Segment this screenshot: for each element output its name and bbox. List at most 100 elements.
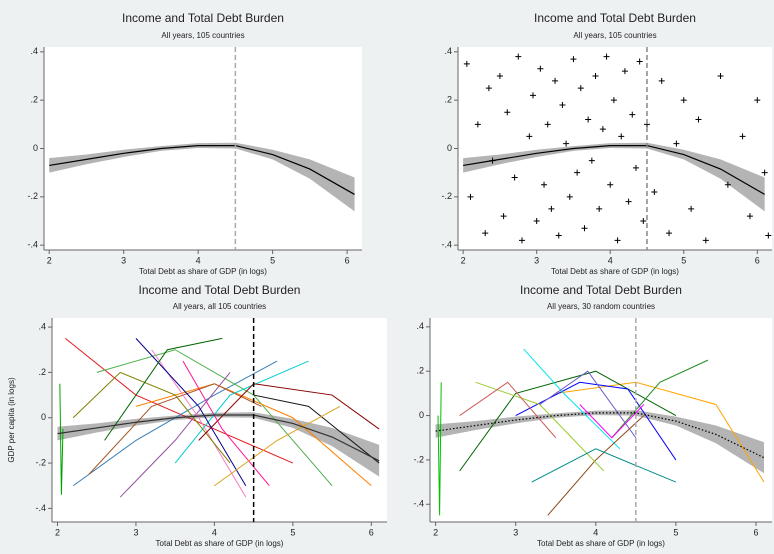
y-tick-label: .2 <box>444 95 452 105</box>
scatter-point <box>541 181 548 188</box>
country-line <box>198 383 380 441</box>
scatter-point <box>485 85 492 92</box>
y-tick-label: 0 <box>447 143 452 153</box>
y-tick-label: .2 <box>416 366 424 376</box>
country-line <box>579 404 645 439</box>
chart-subtitle: All years, 105 countries <box>573 31 656 40</box>
y-tick-label: -.2 <box>27 191 38 201</box>
scatter-point <box>533 218 540 224</box>
x-tick-label: 3 <box>121 255 126 265</box>
country-line <box>135 338 247 486</box>
scatter-point <box>765 232 772 239</box>
scatter-point <box>666 230 673 237</box>
x-tick-label: 6 <box>755 255 760 265</box>
x-tick-label: 2 <box>461 255 466 265</box>
x-tick-label: 4 <box>196 255 201 265</box>
plot-area <box>52 318 387 522</box>
x-tick-label: 4 <box>593 527 598 537</box>
x-axis-title: Total Debt as share of GDP (in logs) <box>551 267 679 276</box>
panel: Income and Total Debt Burden All years, a… <box>7 283 387 548</box>
panel: Income and Total Debt Burden All years, 3… <box>413 283 772 548</box>
x-tick-label: 2 <box>433 527 438 537</box>
country-line <box>119 372 231 498</box>
confidence-band <box>49 142 355 212</box>
scatter-point <box>526 133 533 140</box>
scatter-point <box>603 53 610 60</box>
plot-area <box>44 47 362 250</box>
scatter-point <box>570 56 577 63</box>
scatter-point <box>680 97 687 104</box>
scatter-point <box>530 92 537 99</box>
scatter-point <box>511 174 518 181</box>
scatter-point <box>651 189 658 195</box>
scatter-point <box>496 73 503 79</box>
x-tick-label: 2 <box>47 255 52 265</box>
country-line <box>523 348 621 450</box>
chart-subtitle: All years, 30 random countries <box>547 302 655 311</box>
plot-area <box>458 47 772 250</box>
confidence-band <box>435 410 764 474</box>
y-tick-label: 0 <box>41 412 46 422</box>
scatter-point <box>596 205 603 212</box>
x-axis-title: Total Debt as share of GDP (in logs) <box>139 267 267 276</box>
x-tick-label: 5 <box>681 255 686 265</box>
x-tick-label: 5 <box>290 527 295 537</box>
scatter-point <box>614 237 621 244</box>
y-tick-label: -.2 <box>413 454 424 464</box>
country-line <box>104 337 223 441</box>
scatter-point <box>559 102 566 108</box>
scatter-point <box>746 213 753 220</box>
scatter-point <box>563 140 570 147</box>
y-axis-title: GDP per capita (in logs) <box>7 377 16 463</box>
chart-title: Income and Total Debt Burden <box>139 283 301 297</box>
fit-line <box>435 412 765 459</box>
scatter-point <box>504 109 511 116</box>
scatter-point <box>515 53 522 60</box>
scatter-point <box>673 140 680 147</box>
y-tick-label: .4 <box>30 46 38 56</box>
confidence-band <box>463 142 765 212</box>
scatter-point <box>588 157 595 164</box>
y-tick-label: 0 <box>33 143 38 153</box>
scatter-point <box>695 116 702 123</box>
country-line <box>96 349 333 487</box>
x-tick-label: 3 <box>513 527 518 537</box>
scatter-point <box>544 121 551 128</box>
y-tick-label: -.4 <box>441 240 452 250</box>
scatter-point <box>629 111 636 118</box>
scatter-point <box>518 237 525 244</box>
scatter-point <box>574 169 581 176</box>
fit-line <box>463 145 765 195</box>
plot-area <box>430 318 772 522</box>
scatter-point <box>581 225 588 232</box>
country-line <box>539 370 637 439</box>
x-tick-label: 3 <box>534 255 539 265</box>
country-line <box>214 405 341 487</box>
country-line <box>253 394 380 464</box>
x-tick-label: 6 <box>369 527 374 537</box>
country-line <box>59 383 64 495</box>
x-tick-label: 6 <box>345 255 350 265</box>
x-tick-label: 4 <box>608 255 613 265</box>
scatter-point <box>610 97 617 104</box>
chart-subtitle: All years, all 105 countries <box>173 302 266 311</box>
scatter-point <box>482 230 489 237</box>
x-tick-label: 3 <box>133 527 138 537</box>
y-tick-label: .4 <box>444 46 452 56</box>
x-axis-title: Total Debt as share of GDP (in logs) <box>156 539 284 548</box>
scatter-point <box>702 237 709 244</box>
scatter-point <box>739 133 746 140</box>
scatter-point <box>761 169 768 176</box>
scatter-point <box>500 213 507 220</box>
country-line <box>437 382 442 516</box>
scatter-point <box>599 126 606 133</box>
scatter-point <box>658 77 665 84</box>
fit-line <box>57 414 380 462</box>
country-line <box>611 359 709 439</box>
x-tick-label: 5 <box>270 255 275 265</box>
scatter-point <box>548 205 555 212</box>
scatter-point <box>618 133 625 140</box>
y-tick-label: -.4 <box>413 499 424 509</box>
y-tick-label: -.2 <box>35 457 46 467</box>
